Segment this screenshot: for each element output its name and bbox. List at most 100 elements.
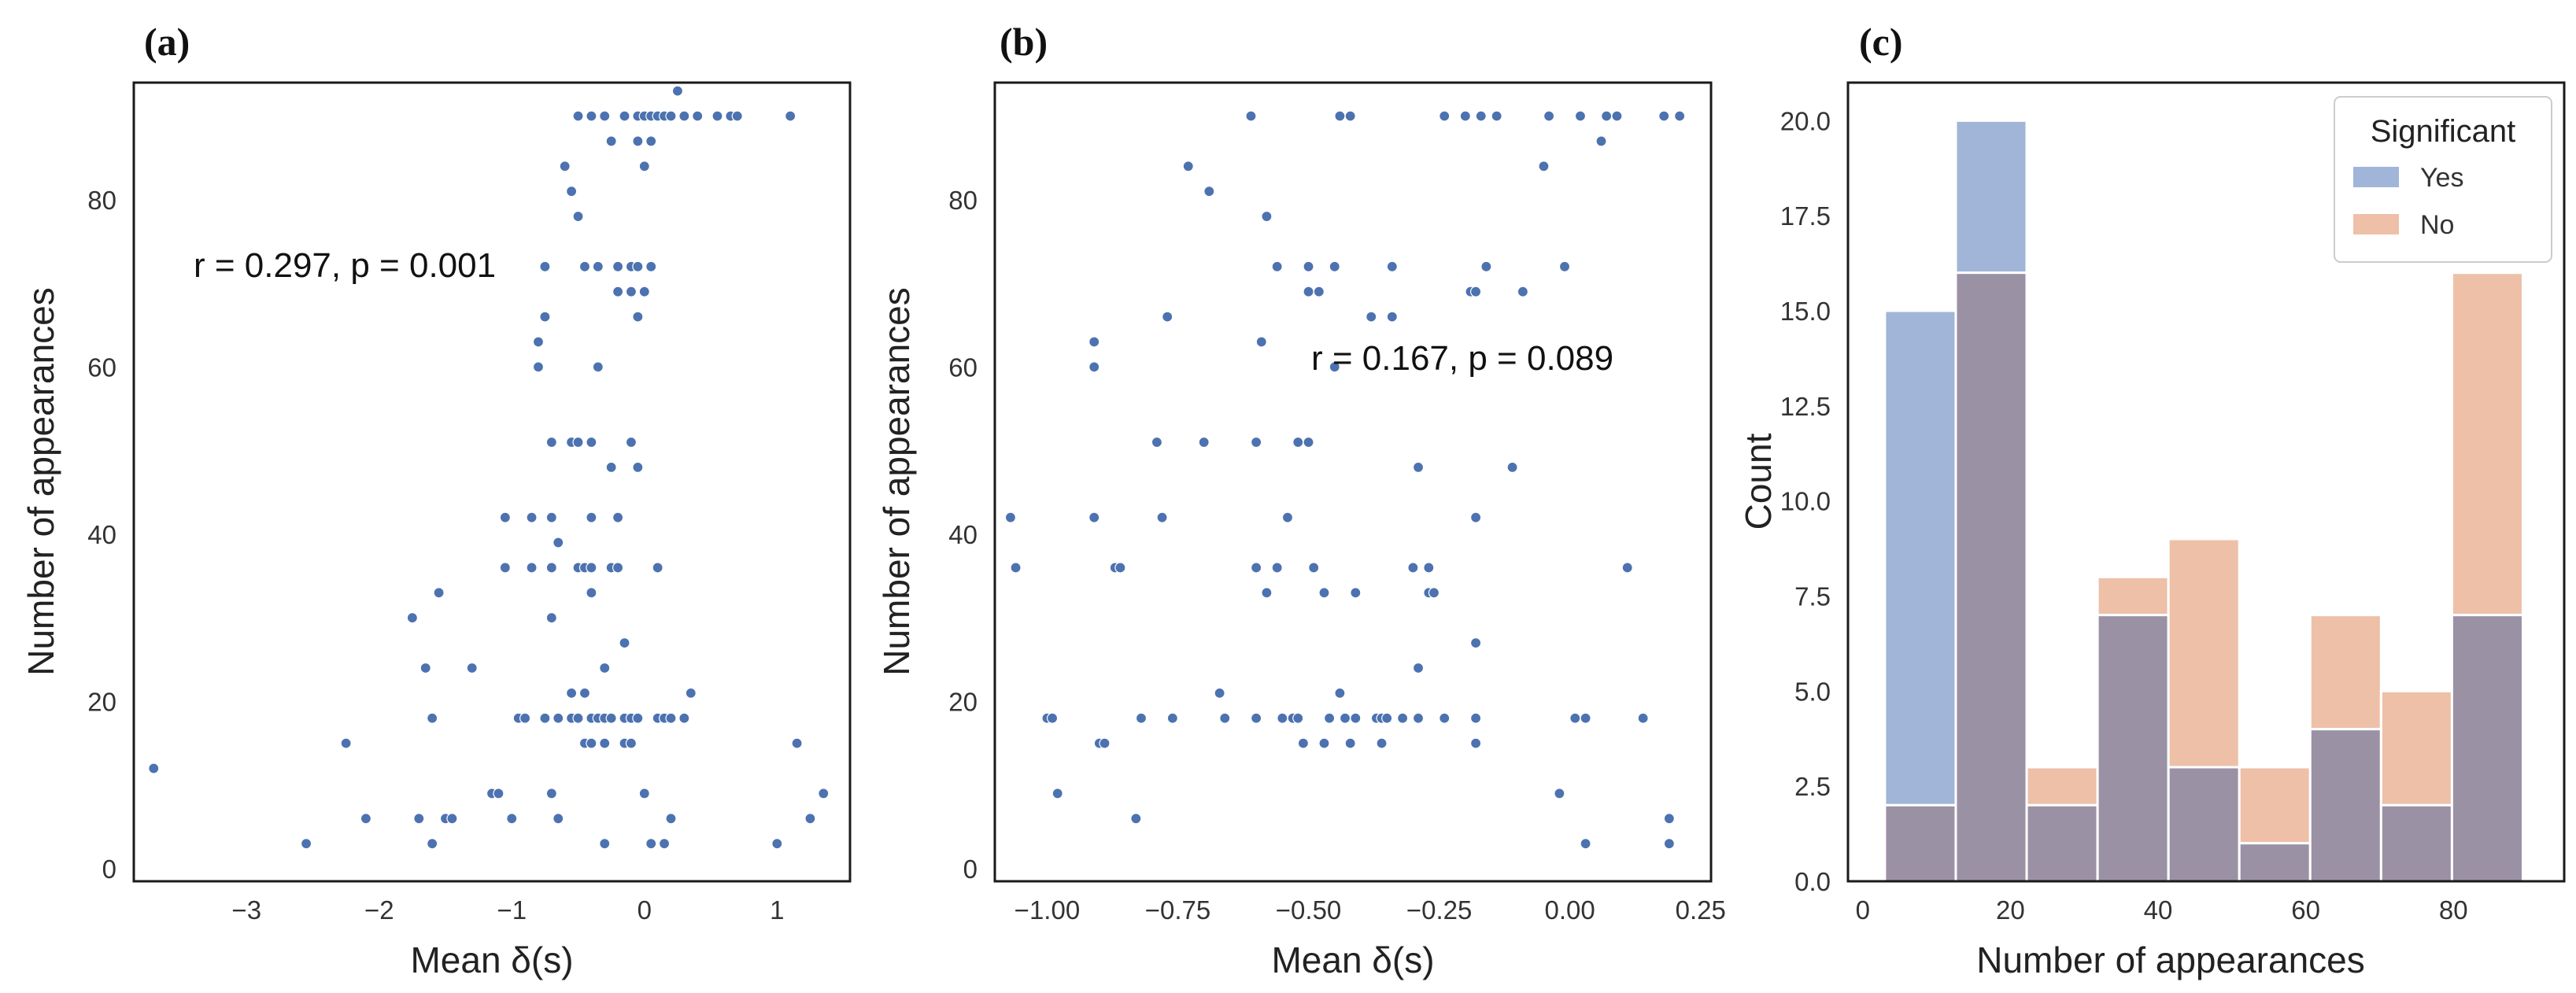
panel-a-xtick-label: −1 — [497, 895, 527, 925]
panel-a-point — [539, 712, 551, 724]
panel-b-point — [1412, 662, 1425, 674]
panel-c-plot-frame — [1846, 81, 2566, 883]
panel-b-points — [1004, 110, 1686, 850]
panel-a-point — [599, 737, 611, 749]
histogram-bar-overlap — [2096, 614, 2170, 883]
panel-a-point — [658, 838, 671, 850]
panel-b-point — [1219, 712, 1231, 724]
panel-a-point — [625, 436, 638, 449]
panel-a-point — [572, 210, 584, 223]
histogram-bar-no — [2096, 575, 2170, 617]
histogram-bar-yes — [1883, 309, 1957, 807]
panel-a-ytick-label: 80 — [87, 186, 116, 215]
panel-a-ytick-label: 20 — [87, 687, 116, 716]
panel-c-ticks: 0 20 40 60 80 0.0 2.5 5.0 7.5 10.0 12.5 15.0 17.5 20.… — [1780, 106, 2468, 925]
histogram-bar-no — [2308, 614, 2382, 731]
panel-a-xtick-label: −3 — [231, 895, 261, 925]
panel-a-point — [632, 461, 644, 474]
panel-a-point — [413, 813, 425, 825]
panel-b-point — [1297, 737, 1309, 749]
panel-c-xtick-label: 80 — [2439, 895, 2468, 925]
panel-a-point — [605, 712, 617, 724]
panel-b-point — [1407, 562, 1419, 574]
panel-b-point — [1329, 260, 1340, 272]
panel-c-xtick-label: 60 — [2291, 895, 2320, 925]
panel-b-annotation: r = 0.167, p = 0.089 — [1311, 339, 1613, 378]
panel-b-point — [1334, 110, 1346, 122]
panel-b-point — [1459, 110, 1471, 122]
panel-b-xtick-label: −1.00 — [1015, 895, 1081, 925]
panel-b-point — [1277, 712, 1288, 724]
panel-c-xtick-label: 20 — [1996, 895, 2025, 925]
panel-a-point — [804, 813, 816, 825]
panel-b-point — [1469, 737, 1482, 749]
panel-b-point — [1261, 210, 1273, 223]
panel-b-point — [1051, 788, 1063, 799]
panel-a-point — [665, 813, 677, 825]
panel-a-point — [685, 687, 697, 699]
panel-c-ytick-label: 5.0 — [1794, 677, 1831, 706]
panel-b-point — [1397, 712, 1409, 724]
panel-c-xtick-label: 40 — [2144, 895, 2173, 925]
histogram-bar-overlap — [2238, 842, 2312, 883]
panel-b-ylabel: Number of appearances — [876, 287, 917, 676]
panel-a-point — [433, 587, 445, 599]
panel-a-point — [638, 286, 650, 297]
panel-a-point — [638, 161, 650, 172]
panel-a-point — [340, 737, 352, 749]
panel-b-point — [1271, 260, 1283, 272]
panel-b-xtick-label: −0.75 — [1145, 895, 1211, 925]
panel-a-point — [406, 612, 418, 624]
panel-a-xtick-label: −2 — [364, 895, 394, 925]
panel-a-point — [586, 511, 597, 523]
panel-a-point — [711, 110, 723, 122]
panel-b-point — [1469, 712, 1482, 724]
panel-b-point — [1251, 436, 1262, 449]
panel-b-point — [1376, 737, 1388, 749]
legend-swatch-no — [2353, 214, 2399, 234]
panel-b-point — [1491, 110, 1502, 122]
panel-a-point — [526, 562, 538, 574]
panel-b-ytick-label: 40 — [948, 520, 978, 549]
panel-b-point — [1255, 336, 1267, 348]
panel-a-point — [612, 286, 624, 297]
panel-b-point — [1344, 737, 1356, 749]
panel-b-plot-frame — [993, 81, 1713, 883]
panel-a-point — [645, 838, 657, 850]
panel-a-point — [605, 135, 617, 147]
histogram-bar-overlap — [2025, 803, 2099, 883]
panel-b-point — [1135, 712, 1148, 724]
panel-a-point — [300, 838, 312, 850]
panel-b-point — [1381, 712, 1393, 724]
histogram-bar-no — [2450, 271, 2524, 617]
panel-a-point — [625, 286, 638, 297]
histogram-bar-overlap — [2379, 803, 2453, 883]
panel-a-point — [559, 161, 571, 172]
panel-b-point — [1303, 286, 1314, 297]
panel-b-point — [1334, 687, 1346, 699]
panel-a-point — [592, 260, 604, 272]
panel-b-point — [1621, 562, 1633, 574]
panel-b: (b) −1.00 −0.75 −0.50 −0.25 0.00 0.25 0 20 40 60 8… — [876, 20, 1726, 980]
panel-c-ytick-label: 2.5 — [1794, 772, 1831, 801]
panel-a-point — [419, 662, 431, 674]
panel-a-point — [360, 813, 372, 825]
panel-b-xtick-label: 0.25 — [1676, 895, 1726, 925]
panel-b-point — [1088, 336, 1100, 348]
panel-a-point — [578, 687, 591, 699]
panel-b-point — [1658, 110, 1670, 122]
panel-b-point — [1412, 712, 1425, 724]
panel-b-point — [1480, 260, 1492, 272]
panel-b-point — [1339, 712, 1351, 724]
panel-a-point — [532, 336, 545, 348]
panel-c-label: (c) — [1859, 20, 1903, 64]
panel-b-point — [1637, 712, 1649, 724]
histogram-bar-yes — [1954, 119, 2028, 275]
panel-b-point — [1303, 436, 1314, 449]
panel-b-point — [1292, 712, 1304, 724]
panel-b-point — [1251, 562, 1262, 574]
legend-label-yes: Yes — [2420, 163, 2463, 193]
panel-b-point — [1554, 788, 1565, 799]
